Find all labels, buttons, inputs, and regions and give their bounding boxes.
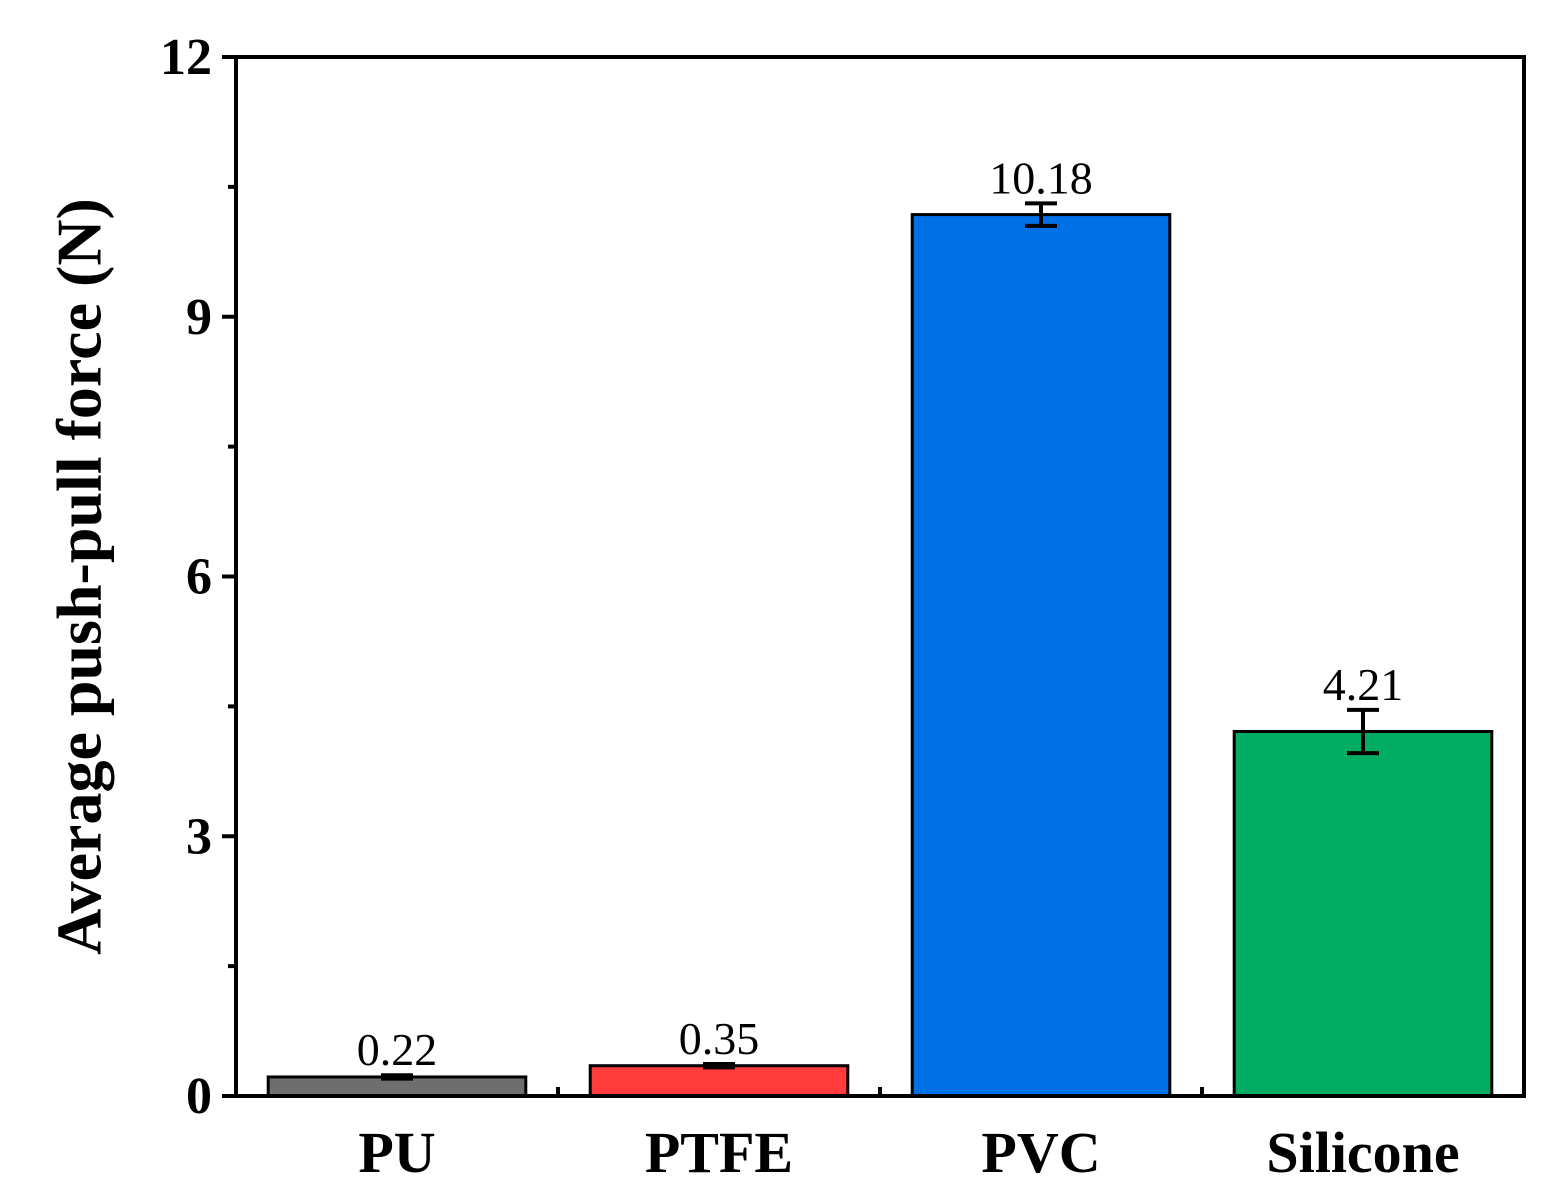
- category-label-silicone: Silicone: [1266, 1120, 1459, 1185]
- y-tick-label: 3: [186, 808, 212, 865]
- y-axis-title: Average push-pull force (N): [44, 198, 115, 955]
- y-tick-label: 6: [186, 549, 212, 606]
- error-bars: [381, 201, 1379, 1081]
- category-label-ptfe: PTFE: [645, 1120, 793, 1185]
- bar-pvc: [910, 213, 1172, 1098]
- bars: [266, 213, 1494, 1098]
- category-label-pu: PU: [358, 1120, 435, 1185]
- plot-frame: [234, 55, 1526, 1098]
- y-tick-label: 12: [160, 29, 212, 86]
- data-labels: 0.22 0.35 10.18 4.21: [357, 152, 1404, 1075]
- y-tick-label: 0: [186, 1068, 212, 1125]
- bar-ptfe: [588, 1064, 850, 1098]
- bar-silicone: [1232, 729, 1494, 1098]
- data-label-ptfe: 0.35: [679, 1013, 760, 1064]
- data-label-silicone: 4.21: [1323, 659, 1404, 710]
- error-bar-pu: [381, 1073, 413, 1081]
- data-label-pvc: 10.18: [989, 152, 1093, 203]
- y-tick-label: 9: [186, 289, 212, 346]
- y-axis-ticks: 0 3 6 9 12: [160, 29, 1365, 1125]
- data-label-pu: 0.22: [357, 1024, 438, 1075]
- x-axis-categories: PU PTFE PVC Silicone: [358, 1120, 1459, 1185]
- error-bar-silicone: [1347, 707, 1379, 756]
- error-bar-ptfe: [703, 1061, 735, 1070]
- category-label-pvc: PVC: [981, 1120, 1100, 1185]
- error-bar-pvc: [1025, 201, 1057, 228]
